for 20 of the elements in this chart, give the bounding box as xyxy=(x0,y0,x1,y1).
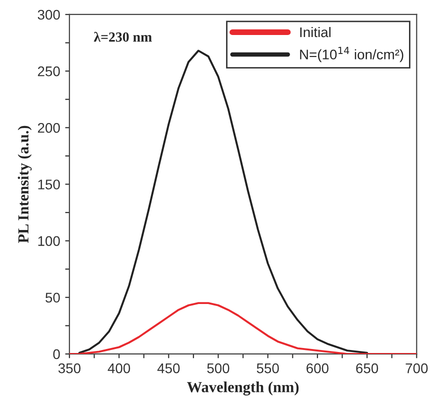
y-tick-label: 50 xyxy=(46,292,60,303)
annotation: λ=230 nm xyxy=(94,32,152,42)
y-tick-label: 100 xyxy=(38,236,60,246)
y-tick-label: 300 xyxy=(38,10,60,20)
x-tick-label: 550 xyxy=(256,363,279,374)
y-axis-title: PL Intensity (a.u.) xyxy=(18,126,32,243)
x-axis-title: Wavelength (nm) xyxy=(187,382,299,396)
x-tick-label: 400 xyxy=(108,363,130,374)
x-tick-label: 500 xyxy=(207,363,230,374)
y-tick-label: 200 xyxy=(38,122,60,133)
legend-label: Initial xyxy=(300,26,330,38)
x-tick-label: 350 xyxy=(58,363,80,374)
y-tick-label: 150 xyxy=(38,180,60,190)
legend-label: N=(10$^{14}$ ion/cm²) xyxy=(300,46,404,62)
x-tick-label: 450 xyxy=(157,363,180,374)
x-tick-label: 700 xyxy=(406,363,428,374)
x-tick-label: 600 xyxy=(306,363,328,374)
y-tick-label: 0 xyxy=(53,349,60,360)
y-tick-label: 250 xyxy=(38,66,60,76)
x-tick-label: 650 xyxy=(356,363,378,374)
